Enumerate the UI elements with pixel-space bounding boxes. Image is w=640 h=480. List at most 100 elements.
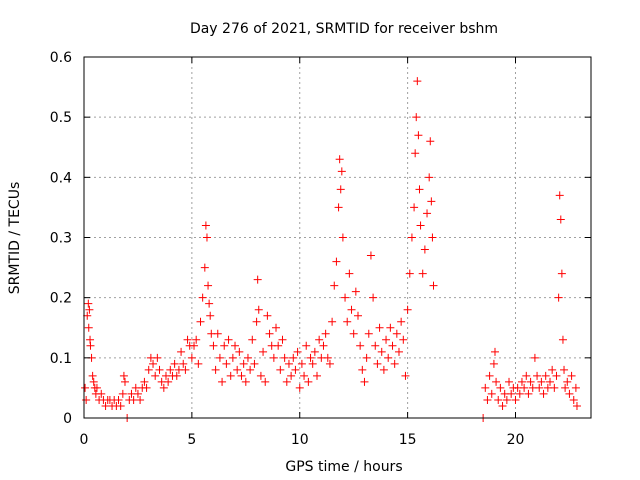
data-point [345,269,354,278]
data-point [118,389,127,398]
data-point [254,305,263,314]
data-point [205,299,214,308]
data-point [415,185,424,194]
data-point [206,311,215,320]
data-point [265,329,274,338]
data-point [241,377,250,386]
data-point [239,359,248,368]
data-point [502,395,511,404]
y-tick-label: 0.1 [50,351,72,367]
data-point [220,341,229,350]
data-point [407,233,416,242]
data-point [498,401,507,410]
data-point [280,353,289,362]
data-point [196,317,205,326]
data-point [371,341,380,350]
grid-lines [84,57,591,418]
data-point [321,329,330,338]
data-point [561,383,570,392]
data-point [358,365,367,374]
data-point [226,371,235,380]
data-point [369,293,378,302]
data-point [201,221,210,230]
data-point [276,365,285,374]
data-point [364,329,373,338]
data-point [177,347,186,356]
data-point [291,365,300,374]
data-point [136,395,145,404]
data-point [403,305,412,314]
data-point [315,335,324,344]
data-point [535,383,544,392]
data-point [539,389,548,398]
data-point [420,245,429,254]
data-point [183,335,192,344]
data-point [142,383,151,392]
data-point [172,371,181,380]
data-point [360,377,369,386]
data-point [485,371,494,380]
data-point [362,353,371,362]
data-point [153,353,162,362]
data-point [530,353,539,362]
data-point [253,275,262,284]
data-point [323,353,332,362]
data-point [243,353,252,362]
data-point [215,353,224,362]
data-point [198,293,207,302]
data-point [200,263,209,272]
data-point [490,347,499,356]
x-tick-label: 5 [187,432,196,448]
data-point [263,311,272,320]
data-point [246,365,255,374]
data-point [211,365,220,374]
data-point [526,377,535,386]
data-point [353,311,362,320]
data-point [88,371,97,380]
data-point [379,365,388,374]
data-point [190,341,199,350]
data-point [349,329,358,338]
data-point [300,371,309,380]
data-point [392,329,401,338]
data-point [558,335,567,344]
data-point [325,359,334,368]
data-point [390,359,399,368]
data-point [496,383,505,392]
data-point [572,401,581,410]
data-point [235,347,244,356]
data-point [394,347,403,356]
data-point [179,359,188,368]
data-point [405,269,414,278]
x-axis-label: GPS time / hours [285,459,402,475]
data-point [411,149,420,158]
data-point [412,113,421,122]
data-point [92,383,101,392]
data-point [119,371,128,380]
data-point [86,341,95,350]
data-point [159,383,168,392]
data-point [494,395,503,404]
data-point [481,383,490,392]
data-point [164,377,173,386]
data-point [289,353,298,362]
y-axis-label: SRMTID / TECUs [7,182,23,295]
data-point [116,401,125,410]
data-point [571,383,580,392]
data-point [382,335,391,344]
data-point [343,317,352,326]
data-point [269,353,278,362]
data-point [330,281,339,290]
data-point [338,233,347,242]
data-point [337,167,346,176]
data-point [555,191,564,200]
data-point [224,335,233,344]
x-tick-label: 10 [291,432,309,448]
y-tick-label: 0.6 [50,50,72,66]
data-point [423,209,432,218]
data-point [114,395,123,404]
data-point [550,383,559,392]
data-point [194,359,203,368]
data-point [552,371,561,380]
data-point [410,203,419,212]
